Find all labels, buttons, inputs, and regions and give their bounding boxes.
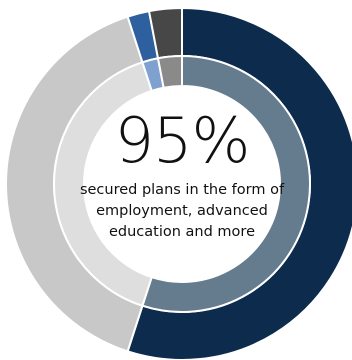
center-caption: secured plans in the form of employment,…: [79, 182, 285, 240]
center-hole: [84, 86, 280, 282]
center-percentage: 95%: [114, 104, 251, 177]
center-label: 95% secured plans in the form of employm…: [76, 106, 288, 243]
